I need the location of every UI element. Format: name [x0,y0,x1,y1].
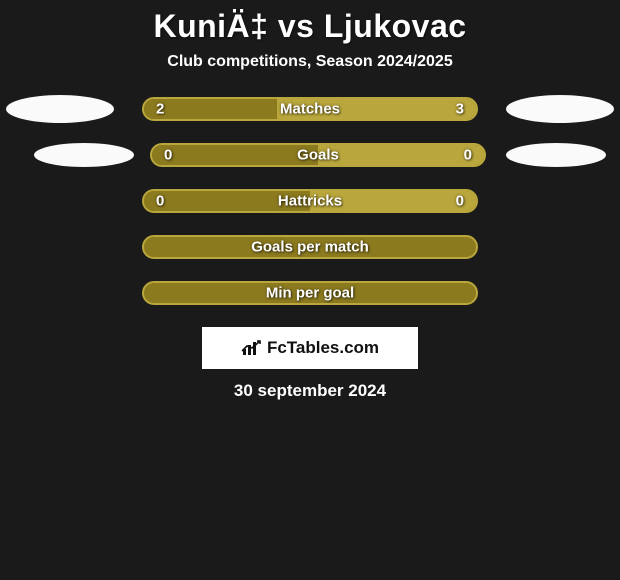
page-title: KuniÄ‡ vs Ljukovac [0,8,620,45]
stat-row: 2 3 Matches [0,97,620,121]
stat-value-left: 0 [164,147,172,164]
stat-value-right: 0 [464,147,472,164]
stat-row: Goals per match [0,235,620,259]
player-left-avatar [6,95,114,123]
snapshot-date: 30 september 2024 [0,381,620,401]
stat-label: Min per goal [266,285,354,302]
stat-row: Min per goal [0,281,620,305]
stat-bar: 0 0 Hattricks [142,189,478,213]
stat-label: Goals per match [251,239,369,256]
stat-bar: Goals per match [142,235,478,259]
player-right-avatar [506,143,606,167]
stat-bar-fill-left [152,145,318,165]
stat-bar: Min per goal [142,281,478,305]
stat-row: 0 0 Goals [0,143,620,167]
stat-rows: 2 3 Matches 0 0 Goals 0 0 Hattricks Goals per mat… [0,97,620,305]
source-logo: FcTables.com [241,338,379,358]
stat-label: Goals [297,147,339,164]
stat-value-left: 0 [156,193,164,210]
stat-label: Hattricks [278,193,342,210]
source-logo-text: FcTables.com [267,338,379,358]
stat-value-right: 3 [456,101,464,118]
stat-bar: 0 0 Goals [150,143,486,167]
stat-value-right: 0 [456,193,464,210]
stat-value-left: 2 [156,101,164,118]
stat-bar: 2 3 Matches [142,97,478,121]
bar-chart-icon [241,339,263,357]
page-subtitle: Club competitions, Season 2024/2025 [0,53,620,71]
comparison-card: KuniÄ‡ vs Ljukovac Club competitions, Se… [0,0,620,401]
player-right-avatar [506,95,614,123]
stat-row: 0 0 Hattricks [0,189,620,213]
player-left-avatar [34,143,134,167]
source-logo-box: FcTables.com [202,327,418,369]
stat-label: Matches [280,101,340,118]
stat-bar-fill-right [318,145,484,165]
